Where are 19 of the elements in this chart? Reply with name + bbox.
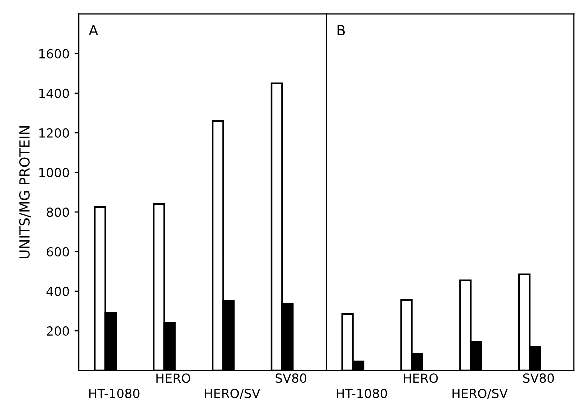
y-tick-label: 1000	[40, 168, 70, 178]
x-tick-label: SV80	[276, 374, 307, 384]
annotation: A	[89, 25, 98, 36]
y-tick-label: 1200	[40, 128, 70, 138]
y-tick-label: 1600	[40, 49, 70, 59]
y-axis-title: UNITS/MG PROTEIN	[19, 126, 32, 258]
annotation: B	[338, 25, 346, 36]
x-tick-label: HT-1080	[90, 388, 140, 398]
x-tick-label: SV80	[523, 374, 554, 384]
y-tick-label: 600	[47, 247, 70, 257]
x-tick-label: HERO	[404, 374, 438, 384]
x-tick-label: HERO	[156, 374, 191, 384]
x-tick-label: HERO/SV	[452, 388, 508, 400]
y-tick-label: 1400	[40, 88, 70, 98]
y-tick-label: 200	[47, 326, 70, 336]
y-tick-label: 800	[47, 208, 70, 218]
x-tick-label: HT-1080	[337, 388, 388, 398]
y-tick-label: 400	[46, 286, 70, 296]
x-tick-label: HERO/SV	[205, 388, 260, 400]
